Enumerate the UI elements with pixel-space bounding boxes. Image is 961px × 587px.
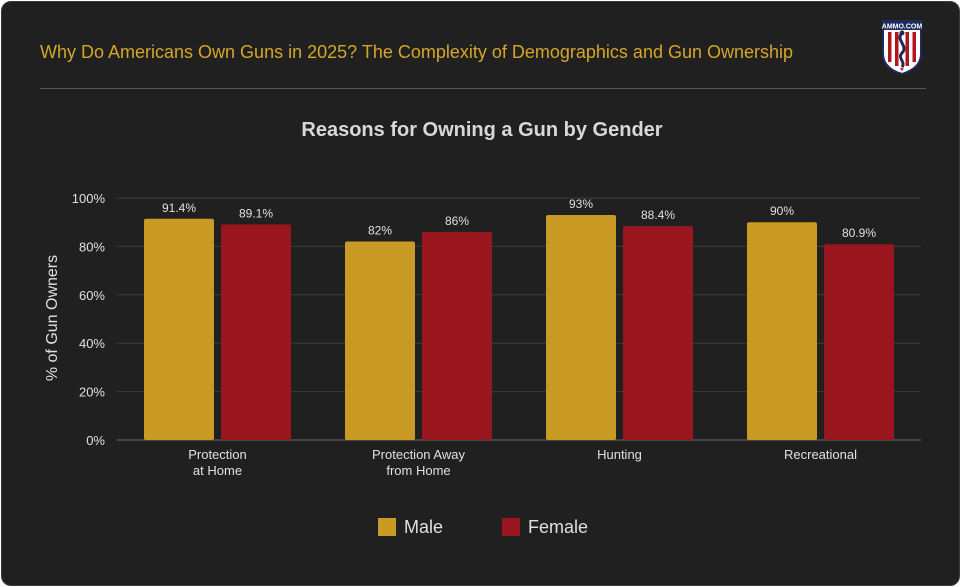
data-label: 90% <box>770 204 794 218</box>
bar-female <box>221 224 291 440</box>
chart-title: Reasons for Owning a Gun by Gender <box>301 119 662 141</box>
bar-female <box>824 244 894 440</box>
page-title: Why Do Americans Own Guns in 2025? The C… <box>40 42 794 62</box>
legend-label-male: Male <box>404 517 443 537</box>
y-tick-label: 40% <box>79 336 105 351</box>
data-label: 82% <box>368 224 392 238</box>
legend-swatch-female <box>502 518 520 536</box>
y-tick-label: 100% <box>72 191 106 206</box>
legend: Male Female <box>378 517 588 537</box>
x-tick-label: from Home <box>386 463 450 478</box>
y-tick-label: 20% <box>79 385 105 400</box>
svg-text:AMMO.COM: AMMO.COM <box>882 24 923 31</box>
data-label: 93% <box>569 197 593 211</box>
bar-male <box>546 214 616 440</box>
data-label: 80.9% <box>842 226 876 240</box>
x-tick-label: Protection <box>188 447 247 462</box>
data-label: 89.1% <box>239 206 273 220</box>
y-tick-labels: 0% 20% 40% 60% 80% 100% <box>72 191 106 448</box>
bar-female <box>422 231 492 440</box>
svg-text:★: ★ <box>899 66 904 73</box>
x-tick-label: at Home <box>193 463 242 478</box>
bar-male <box>747 222 817 440</box>
x-tick-label: Hunting <box>597 447 642 462</box>
header-divider <box>40 88 926 89</box>
y-axis-label: % of Gun Owners <box>44 255 61 381</box>
y-tick-label: 0% <box>86 433 105 448</box>
x-tick-label: Recreational <box>784 447 857 462</box>
legend-label-female: Female <box>528 517 588 537</box>
data-labels: 91.4% 89.1% 82% 86% 93% 88.4% 90% 80.9% <box>162 197 876 240</box>
legend-swatch-male <box>378 518 396 536</box>
ammo-com-logo: AMMO.COM ★ <box>882 20 923 76</box>
x-tick-label: Protection Away <box>372 447 465 462</box>
data-label: 86% <box>445 214 469 228</box>
bar-female <box>623 226 693 440</box>
bar-male <box>345 241 415 440</box>
y-tick-label: 60% <box>79 288 105 303</box>
data-label: 91.4% <box>162 201 196 215</box>
bar-male <box>144 218 214 440</box>
bars <box>144 214 894 440</box>
y-tick-label: 80% <box>79 239 105 254</box>
data-label: 88.4% <box>641 208 675 222</box>
